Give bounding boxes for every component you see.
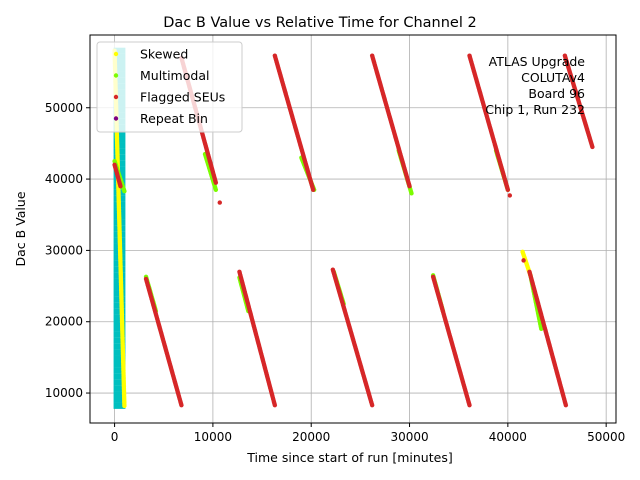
x-tick-label-4: 40000: [489, 430, 527, 444]
legend-marker-3: [113, 116, 119, 121]
grid-lines: [90, 35, 616, 423]
y-tick-label-2: 30000: [45, 243, 83, 257]
legend-label-2: Flagged SEUs: [140, 90, 225, 105]
data-point: [179, 402, 184, 408]
data-point: [409, 191, 414, 196]
y-tick-label-4: 50000: [45, 101, 83, 115]
data-point: [122, 403, 127, 409]
plot-frame: [89, 34, 617, 424]
y-tick-label-0: 10000: [45, 386, 83, 400]
x-tick-label-1: 10000: [194, 430, 232, 444]
data-point: [213, 180, 219, 185]
legend-marker-1: [113, 73, 119, 78]
band-point: [113, 130, 126, 137]
annotation-line-3: Chip 1, Run 232: [485, 102, 585, 117]
annotation-line-0: ATLAS Upgrade: [489, 54, 586, 69]
band-point: [113, 373, 126, 380]
data-point: [507, 193, 513, 198]
data-point: [369, 402, 375, 408]
legend-marker-2: [113, 94, 119, 100]
y-axis-ticks: 10000 20000 30000 40000 50000: [45, 101, 90, 400]
data-point: [521, 258, 526, 263]
data-point: [467, 402, 472, 408]
band-point: [113, 402, 126, 409]
data-point: [122, 188, 127, 194]
annotation-line-2: Board 96: [528, 86, 585, 101]
chart-title: Dac B Value vs Relative Time for Channel…: [163, 15, 476, 31]
data-point: [590, 144, 595, 150]
data-point: [563, 402, 569, 408]
data-point: [217, 200, 222, 205]
data-marks: [112, 47, 595, 409]
x-tick-label-0: 0: [111, 430, 119, 444]
data-point: [310, 187, 316, 192]
band-point: [113, 355, 126, 362]
legend-marker-0: [113, 51, 119, 57]
band-point: [113, 325, 126, 332]
band-point: [113, 343, 126, 350]
band-point: [113, 367, 126, 374]
band-point: [113, 308, 126, 315]
annotation-line-1: COLUTAv4: [521, 70, 585, 85]
band-point: [113, 379, 126, 386]
data-point: [539, 326, 544, 332]
band-point: [113, 314, 126, 321]
band-point: [113, 331, 126, 338]
band-point: [113, 361, 126, 368]
data-point: [213, 187, 219, 192]
x-axis-label: Time since start of run [minutes]: [246, 450, 452, 465]
legend-label-3: Repeat Bin: [140, 111, 208, 126]
legend-label-0: Skewed: [140, 47, 188, 62]
data-point: [505, 187, 511, 192]
x-tick-label-3: 30000: [390, 430, 428, 444]
band-point: [113, 396, 126, 403]
band-point: [113, 337, 126, 344]
band-point: [113, 349, 126, 356]
x-tick-label-2: 20000: [292, 430, 330, 444]
data-point: [407, 184, 412, 189]
y-tick-label-3: 40000: [45, 172, 83, 186]
band-point: [113, 142, 126, 149]
band-point: [113, 391, 126, 398]
data-point: [272, 402, 278, 408]
legend: Skewed Multimodal Flagged SEUs Repeat Bin: [96, 41, 243, 133]
y-axis-label: Dac B Value: [13, 191, 28, 266]
band-point: [113, 136, 126, 143]
y-tick-label-1: 20000: [45, 315, 83, 329]
x-tick-label-5: 50000: [587, 430, 625, 444]
x-axis-ticks: 0 10000 20000 30000 40000 50000: [111, 423, 625, 444]
legend-label-1: Multimodal: [140, 68, 209, 83]
data-point: [118, 184, 123, 189]
legend-box: [96, 41, 243, 133]
band-point: [113, 320, 126, 327]
band-point: [113, 385, 126, 392]
